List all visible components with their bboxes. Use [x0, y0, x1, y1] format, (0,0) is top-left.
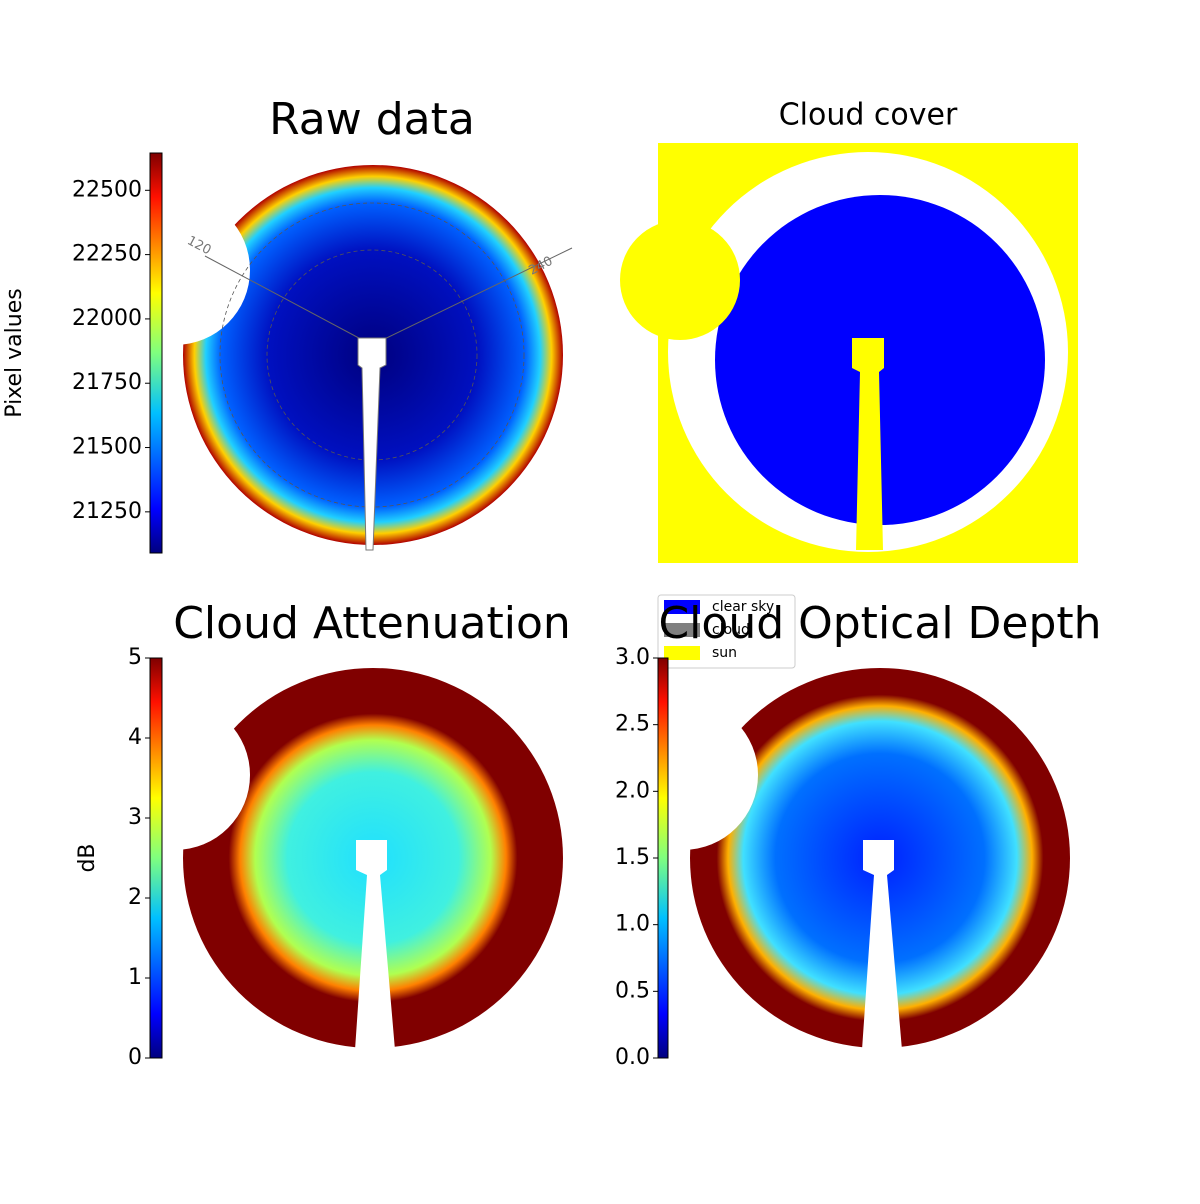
colorbar-tick-label: 2 — [128, 885, 142, 910]
colorbar-tick-label: 21750 — [72, 370, 142, 395]
colorbar — [149, 152, 163, 554]
colorbar-label: Pixel values — [2, 288, 27, 417]
colorbar-tick-label: 22000 — [72, 306, 142, 331]
colorbar-tick-label: 2.5 — [615, 712, 650, 737]
colorbar — [149, 657, 163, 1059]
raw-image — [100, 165, 573, 551]
colorbar-tick-label: 5 — [128, 645, 142, 670]
colorbar-tick-label: 22250 — [72, 242, 142, 267]
attenuation-image — [100, 668, 563, 1050]
colorbar-tick-label: 0 — [128, 1045, 142, 1070]
colorbar-tick-label: 21500 — [72, 435, 142, 460]
colorbar-tick-label: 2.0 — [615, 778, 650, 803]
colorbar — [657, 657, 669, 1059]
legend-label: sun — [712, 645, 737, 661]
legend-swatch — [664, 623, 700, 637]
colorbar-tick-label: 1.5 — [615, 845, 650, 870]
legend-label: cloud — [712, 622, 750, 638]
colorbar-tick-label: 1.0 — [615, 912, 650, 937]
colorbar-tick-label: 21250 — [72, 499, 142, 524]
legend-swatch — [664, 600, 700, 614]
colorbar-tick-label: 0.5 — [615, 978, 650, 1003]
colorbar-label: dB — [75, 843, 100, 872]
panel-title: Raw data — [269, 94, 475, 145]
legend-label: clear sky — [712, 599, 774, 615]
colorbar-tick-label: 1 — [128, 965, 142, 990]
panel-title: Cloud cover — [779, 98, 958, 133]
colorbar-tick-label: 3.0 — [615, 645, 650, 670]
optical-depth-image — [608, 668, 1070, 1050]
colorbar-tick-label: 0.0 — [615, 1045, 650, 1070]
colorbar-tick-label: 22500 — [72, 177, 142, 202]
panel-title: Cloud Optical Depth — [658, 598, 1101, 649]
legend-swatch — [664, 646, 700, 660]
cloud-cover-image — [620, 143, 1078, 563]
colorbar-tick-label: 4 — [128, 725, 142, 750]
colorbar-tick-label: 3 — [128, 805, 142, 830]
panel-title: Cloud Attenuation — [173, 598, 571, 649]
